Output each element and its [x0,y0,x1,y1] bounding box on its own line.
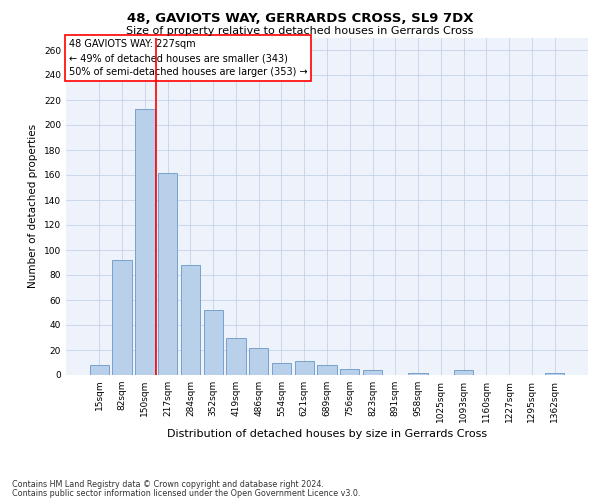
Y-axis label: Number of detached properties: Number of detached properties [28,124,38,288]
Bar [135,109,155,375]
Bar [295,361,314,375]
Bar [158,172,178,375]
X-axis label: Distribution of detached houses by size in Gerrards Cross: Distribution of detached houses by size … [167,429,487,439]
Bar [112,260,132,375]
Bar [203,310,223,375]
Bar [181,265,200,375]
Bar [363,370,382,375]
Bar [409,372,428,375]
Bar [226,338,245,375]
Text: Size of property relative to detached houses in Gerrards Cross: Size of property relative to detached ho… [127,26,473,36]
Bar [272,362,291,375]
Bar [340,369,359,375]
Bar [249,348,268,375]
Text: Contains public sector information licensed under the Open Government Licence v3: Contains public sector information licen… [12,488,361,498]
Bar [90,365,109,375]
Text: 48, GAVIOTS WAY, GERRARDS CROSS, SL9 7DX: 48, GAVIOTS WAY, GERRARDS CROSS, SL9 7DX [127,12,473,26]
Bar [454,370,473,375]
Text: Contains HM Land Registry data © Crown copyright and database right 2024.: Contains HM Land Registry data © Crown c… [12,480,324,489]
Text: 48 GAVIOTS WAY: 227sqm
← 49% of detached houses are smaller (343)
50% of semi-de: 48 GAVIOTS WAY: 227sqm ← 49% of detached… [68,39,307,77]
Bar [545,372,564,375]
Bar [317,365,337,375]
